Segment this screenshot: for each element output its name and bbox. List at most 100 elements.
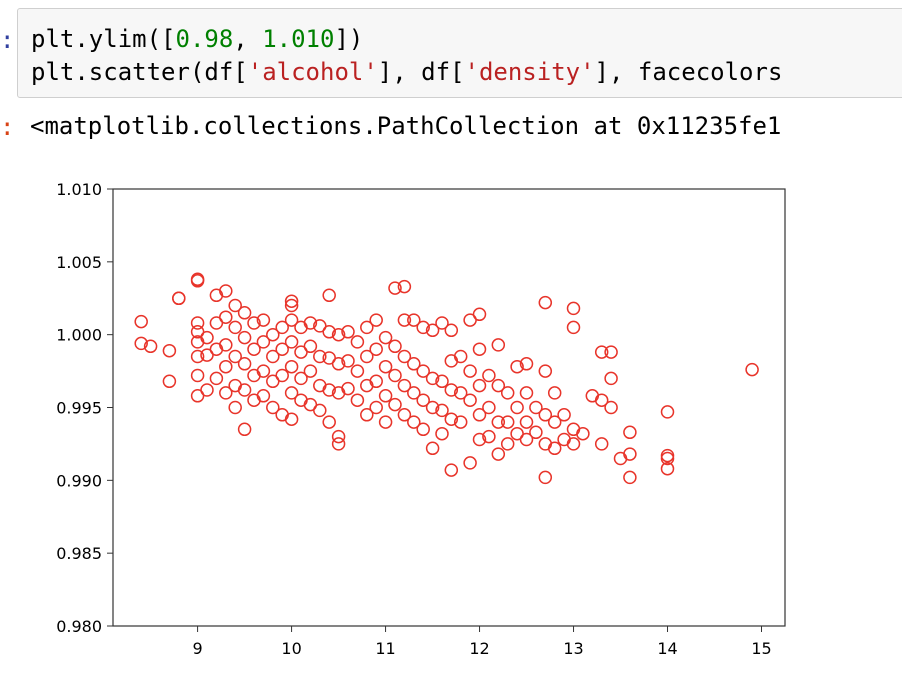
scatter-point	[313, 378, 327, 393]
scatter-point	[303, 339, 318, 354]
axes-frame	[112, 188, 786, 627]
scatter-point	[613, 451, 628, 466]
scatter-point	[547, 386, 562, 400]
x-tick-label: 11	[375, 639, 395, 658]
scatter-point	[162, 343, 177, 358]
scatter-point	[547, 441, 562, 456]
scatter-point	[538, 437, 553, 451]
scatter-point	[416, 364, 430, 378]
scatter-point	[228, 378, 242, 393]
scatter-point	[538, 408, 553, 422]
scatter-point	[416, 393, 430, 407]
scatter-point	[256, 313, 271, 327]
scatter-point	[397, 279, 412, 294]
scatter-point	[200, 383, 214, 397]
scatter-point	[237, 357, 252, 371]
scatter-point	[491, 415, 506, 429]
scatter-point	[453, 415, 468, 429]
scatter-point	[284, 294, 299, 308]
scatter-point	[350, 393, 365, 407]
scatter-point	[350, 364, 365, 378]
scatter-point	[425, 441, 440, 456]
scatter-point	[566, 437, 581, 451]
scatter-point	[237, 422, 252, 437]
scatter-point	[416, 422, 430, 437]
scatter-point	[444, 323, 459, 338]
scatter-point	[294, 393, 308, 407]
scatter-point	[360, 349, 374, 364]
x-tick-label: 10	[281, 639, 301, 658]
scatter-point	[237, 306, 252, 320]
scatter-point	[350, 335, 365, 349]
scatter-point	[190, 274, 205, 288]
scatter-point	[294, 320, 308, 335]
code-token: plt.ylim([	[31, 25, 176, 53]
scatter-point	[284, 335, 299, 349]
scatter-point	[284, 359, 299, 374]
scatter-point	[538, 295, 553, 310]
scatter-point	[313, 403, 327, 418]
scatter-point	[407, 357, 421, 371]
scatter-point	[463, 456, 477, 470]
scatter-point	[425, 371, 440, 386]
scatter-point	[190, 316, 205, 330]
scatter-point	[566, 320, 581, 335]
code-token: ], df[	[377, 58, 465, 86]
y-tick-label: 1.000	[56, 326, 102, 345]
scatter-point	[519, 386, 534, 400]
points-layer	[134, 272, 759, 485]
scatter-point	[369, 313, 383, 327]
code-token: ], facecolors	[594, 58, 783, 86]
scatter-point	[557, 408, 571, 422]
scatter-point	[660, 405, 675, 419]
scatter-point	[266, 327, 280, 342]
scatter-point	[369, 342, 383, 356]
code-line-1: plt.ylim([0.98, 1.010])	[31, 25, 363, 53]
scatter-point	[566, 422, 581, 437]
scatter-point	[407, 415, 421, 429]
scatter-point	[360, 320, 374, 335]
scatter-point	[378, 330, 393, 345]
scatter-point	[256, 389, 271, 403]
scatter-point	[510, 400, 524, 415]
y-tick-label: 0.980	[56, 617, 102, 636]
output-prompt: :	[0, 113, 14, 141]
scatter-point	[275, 320, 289, 335]
scatter-point	[322, 325, 336, 339]
scatter-point	[360, 408, 374, 422]
output-text: <matplotlib.collections.PathCollection a…	[30, 112, 782, 140]
scatter-point	[472, 432, 487, 447]
scatter-point	[369, 400, 383, 415]
scatter-point	[303, 364, 318, 378]
scatter-point	[435, 403, 449, 418]
scatter-point	[388, 368, 402, 383]
scatter-point	[275, 342, 289, 356]
scatter-point	[275, 408, 289, 422]
scatter-point	[331, 357, 346, 371]
scatter-point	[519, 415, 534, 429]
input-prompt: :	[0, 26, 14, 54]
scatter-point	[219, 310, 233, 324]
scatter-point	[256, 364, 271, 378]
y-tick-label: 0.990	[56, 471, 102, 490]
scatter-point	[256, 335, 271, 349]
scatter-point	[284, 412, 299, 426]
code-input-cell[interactable]: plt.ylim([0.98, 1.010]) plt.scatter(df['…	[17, 8, 902, 98]
scatter-point	[472, 307, 487, 322]
scatter-point	[303, 316, 318, 330]
scatter-point	[745, 362, 759, 377]
y-tick-label: 0.985	[56, 544, 102, 563]
scatter-point	[500, 437, 515, 451]
scatter-point	[134, 314, 148, 329]
code-editor[interactable]: plt.ylim([0.98, 1.010]) plt.scatter(df['…	[31, 23, 782, 89]
code-token: ,	[233, 25, 263, 53]
scatter-point	[247, 368, 261, 383]
scatter-point	[331, 429, 346, 444]
scatter-point	[228, 400, 242, 415]
scatter-point	[341, 325, 355, 339]
scatter-point	[491, 378, 506, 393]
scatter-point	[444, 354, 459, 368]
x-tick-label: 9	[192, 639, 202, 658]
scatter-point	[247, 393, 261, 407]
scatter-point	[275, 368, 289, 383]
